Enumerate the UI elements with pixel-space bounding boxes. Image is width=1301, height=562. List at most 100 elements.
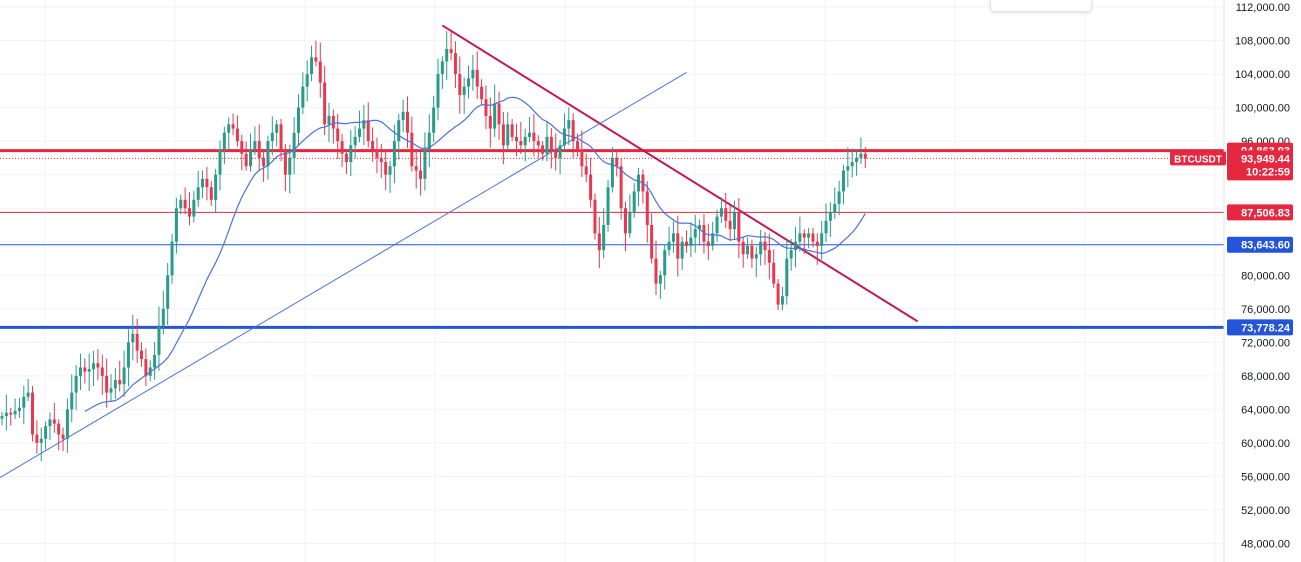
candle [724, 193, 728, 228]
candle [475, 51, 479, 99]
y-tick-label: 76,000.00 [1241, 304, 1290, 316]
candle [96, 349, 100, 381]
candle [815, 233, 819, 265]
candle [270, 116, 274, 156]
candle [772, 249, 776, 288]
candle [741, 237, 745, 268]
candle [344, 148, 348, 175]
candle [445, 30, 449, 80]
candle [349, 130, 353, 176]
candle [336, 113, 340, 159]
down-trendline[interactable] [441, 24, 919, 323]
candle [554, 133, 558, 171]
candle [589, 158, 593, 208]
candle [427, 114, 431, 168]
candle [39, 427, 43, 462]
candle [414, 150, 418, 189]
candle [663, 244, 667, 290]
candle [506, 112, 510, 152]
candle [126, 329, 130, 387]
candle [610, 147, 614, 193]
candle [432, 95, 436, 143]
price-axis[interactable]: 112,000.00 108,000.00 104,000.00 100,000.00… [1223, 0, 1290, 562]
candle [310, 45, 314, 82]
candle [737, 198, 741, 259]
candle [863, 147, 867, 168]
candle [74, 365, 78, 410]
candle [523, 128, 527, 162]
candle [828, 202, 832, 237]
candle [728, 205, 732, 241]
candle [35, 420, 39, 454]
candle [318, 42, 322, 98]
candle [645, 181, 649, 243]
bar-countdown: 10:22:59 [1246, 166, 1290, 178]
candle [615, 150, 619, 177]
candle [650, 213, 654, 264]
toolbar-widget[interactable] [990, 0, 1092, 12]
candle [52, 402, 56, 433]
candle [144, 348, 148, 387]
candle [789, 238, 793, 271]
candle [323, 66, 327, 136]
candle [105, 358, 109, 408]
candle [327, 102, 331, 143]
ma-line [84, 96, 866, 412]
candle [436, 58, 440, 121]
candle [4, 394, 8, 431]
price-tag: 83,643.60 [1227, 236, 1293, 253]
candle [240, 135, 244, 171]
candle [698, 219, 702, 245]
candle [392, 124, 396, 184]
candle [31, 385, 35, 442]
candle [833, 187, 837, 219]
candle [235, 115, 239, 147]
candle [92, 350, 96, 386]
y-tick-label: 60,000.00 [1241, 438, 1290, 450]
candle [706, 223, 710, 261]
candle [632, 183, 636, 218]
moving-average [84, 96, 866, 412]
candle [371, 127, 375, 162]
candle [179, 194, 183, 215]
candle [109, 374, 113, 402]
candle [118, 360, 122, 392]
candle [637, 167, 641, 207]
candle [13, 398, 17, 420]
y-tick-label: 108,000.00 [1235, 36, 1290, 48]
symbol-badge [1170, 151, 1226, 166]
candle [754, 247, 758, 278]
candle [689, 222, 693, 257]
candle [767, 233, 771, 280]
candle [501, 111, 505, 165]
candle [87, 353, 91, 391]
current-price-value: 93,949.44 [1241, 153, 1291, 165]
candle [44, 421, 48, 450]
price-tag: 73,778.24 [1227, 319, 1293, 336]
svg-text:73,778.24: 73,778.24 [1241, 322, 1291, 334]
candle [602, 208, 606, 259]
candle [379, 144, 383, 179]
candle [9, 407, 13, 426]
candle [859, 137, 863, 165]
candle [597, 216, 601, 269]
candle [519, 121, 523, 155]
candle [467, 65, 471, 99]
candle [305, 60, 309, 102]
y-tick-label: 100,000.00 [1235, 103, 1290, 115]
y-tick-label: 68,000.00 [1241, 371, 1290, 383]
candle [837, 180, 841, 216]
candle [462, 77, 466, 114]
candle [70, 374, 74, 423]
candle [619, 158, 623, 220]
candle [301, 72, 305, 115]
candle [623, 201, 627, 252]
candle [798, 216, 802, 252]
grid [0, 0, 1224, 562]
candle [514, 123, 518, 157]
candle [209, 180, 213, 206]
candle [262, 151, 266, 182]
candle [536, 135, 540, 159]
candle [183, 187, 187, 215]
